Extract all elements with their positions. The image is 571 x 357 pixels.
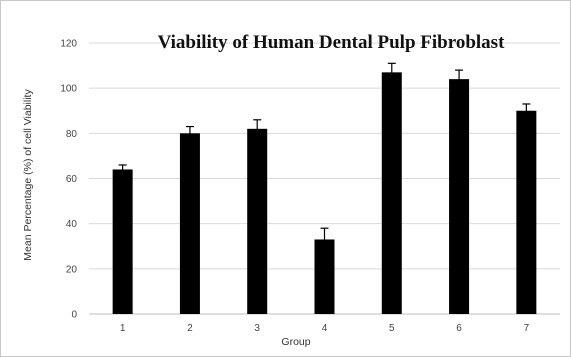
chart-title: Viability of Human Dental Pulp Fibroblas… (158, 32, 505, 53)
y-axis-label: Mean Percentage (%) of cell Viability (22, 89, 34, 261)
y-tick-label: 120 (60, 39, 77, 50)
bar (516, 110, 537, 314)
y-tick-label: 60 (66, 174, 78, 185)
x-tick-labels: 1 2 3 4 5 6 7 (120, 323, 530, 334)
y-tick-label: 80 (66, 129, 78, 140)
y-tick-labels: 0 20 40 60 80 100 120 (60, 39, 77, 321)
y-tick-label: 100 (60, 84, 77, 95)
x-tick-label: 2 (187, 323, 193, 334)
x-tick-label: 3 (254, 323, 260, 334)
x-tick-label: 6 (456, 323, 462, 334)
error-bar (522, 103, 531, 118)
bar (314, 239, 335, 314)
y-tick-label: 0 (71, 310, 77, 321)
x-tick-label: 1 (120, 323, 126, 334)
y-tick-label: 40 (66, 219, 78, 230)
x-tick-label: 5 (389, 323, 395, 334)
error-bar (185, 125, 194, 141)
y-tick-label: 20 (66, 264, 78, 275)
error-bar (253, 119, 262, 138)
error-bar (455, 69, 464, 89)
error-bar (320, 227, 329, 251)
grid-lines (89, 42, 560, 315)
x-tick-label: 4 (322, 323, 328, 334)
bar (179, 133, 200, 314)
x-axis-label: Group (281, 336, 310, 348)
bar (247, 128, 268, 314)
bar (449, 79, 470, 314)
bar (112, 169, 133, 314)
bars (112, 72, 537, 314)
bar (381, 72, 402, 314)
error-bar (118, 164, 127, 174)
error-bar (387, 62, 396, 82)
error-bars (118, 62, 531, 251)
x-tick-label: 7 (524, 323, 530, 334)
